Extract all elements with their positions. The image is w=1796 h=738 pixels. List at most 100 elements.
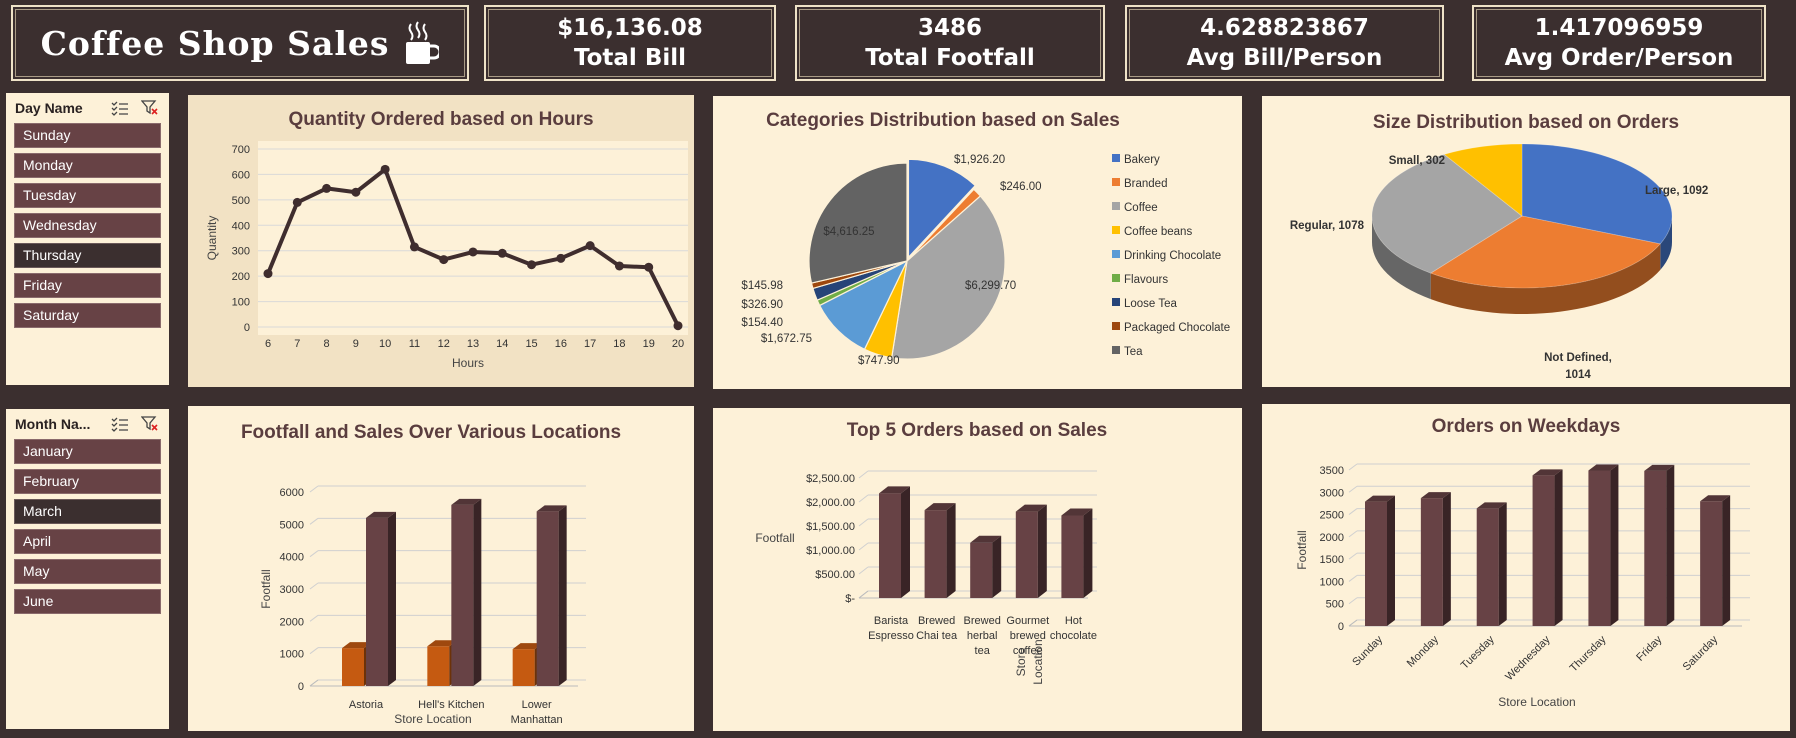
- bar-face: [451, 504, 474, 686]
- gridline: [1348, 530, 1358, 538]
- slicer-item-tuesday[interactable]: Tuesday: [14, 183, 161, 208]
- x-tick-label: 13: [467, 338, 479, 350]
- y-tick-label: 500: [232, 195, 250, 207]
- bar-face: [1061, 508, 1093, 516]
- gridline: [858, 566, 869, 575]
- gridline: [309, 485, 319, 493]
- gridline: [309, 550, 319, 558]
- data-label: Small, 302: [1389, 155, 1445, 167]
- data-label: $246.00: [1000, 181, 1042, 193]
- bar: [1644, 464, 1675, 626]
- sizes-chart-panel: Size Distribution based on Orders Large, …: [1262, 96, 1790, 387]
- slicer-header: Day Name: [6, 93, 169, 123]
- data-label: 1014: [1565, 369, 1591, 381]
- slicer-item-thursday[interactable]: Thursday: [14, 243, 161, 268]
- weekdays-chart-panel: Orders on Weekdays 0 500 1000 1500 2000 2500 30…: [1262, 404, 1790, 731]
- y-axis-label: Quantity: [205, 216, 219, 261]
- slicer-item-february[interactable]: February: [14, 469, 161, 494]
- y-tick-label: 600: [232, 169, 250, 181]
- bar-face: [1644, 470, 1667, 626]
- y-tick-label: $1,500.00: [806, 521, 855, 533]
- slicer-item-monday[interactable]: Monday: [14, 153, 161, 178]
- bar-face: [1554, 469, 1563, 626]
- bar-face: [366, 511, 396, 518]
- data-label: Regular, 1078: [1290, 220, 1365, 232]
- x-tick-label: Saturday: [1681, 633, 1721, 673]
- x-tick-label: Hot chocolate: [1050, 615, 1097, 642]
- gridline: [858, 542, 869, 551]
- top5-chart-panel: Top 5 Orders based on Sales $- $500.00 $1,0…: [713, 408, 1242, 731]
- data-point: [497, 248, 507, 258]
- x-tick-label: 10: [379, 338, 391, 350]
- multi-select-icon[interactable]: [109, 99, 131, 117]
- data-label: $154.40: [741, 317, 783, 329]
- slicer-item-january[interactable]: January: [14, 439, 161, 464]
- data-point: [439, 255, 449, 265]
- hours-line-chart: Quantity Ordered based on Hours 0 100 200 30…: [205, 109, 688, 370]
- slicer-item-sunday[interactable]: Sunday: [14, 123, 161, 148]
- gridline: [1348, 552, 1358, 560]
- slicer-item-june[interactable]: June: [14, 589, 161, 614]
- bar-face: [970, 542, 993, 598]
- y-tick-label: 200: [232, 271, 250, 283]
- bar-face: [388, 511, 396, 686]
- sizes-pie-chart: Size Distribution based on Orders Large, …: [1290, 112, 1708, 381]
- data-label: $747.90: [858, 355, 900, 367]
- gridline: [858, 470, 869, 479]
- axis-line: [309, 679, 319, 687]
- bar-face: [924, 510, 947, 598]
- chart-title: Footfall and Sales Over Various Location…: [241, 422, 621, 443]
- kpi-value: 3486: [917, 15, 982, 41]
- y-tick-label: 3000: [1320, 487, 1344, 499]
- multi-select-icon[interactable]: [109, 415, 131, 433]
- y-tick-label: 3000: [280, 584, 304, 596]
- slicer-item-may[interactable]: May: [14, 559, 161, 584]
- slicer-item-wednesday[interactable]: Wednesday: [14, 213, 161, 238]
- slicer-item-april[interactable]: April: [14, 529, 161, 554]
- y-tick-label: 100: [232, 297, 250, 309]
- y-tick-label: 400: [232, 220, 250, 232]
- x-tick-label: 15: [525, 338, 537, 350]
- slicer-item-march[interactable]: March: [14, 499, 161, 524]
- data-point: [527, 260, 537, 270]
- x-tick-label: 6: [265, 338, 271, 350]
- clear-filter-icon[interactable]: [139, 415, 161, 433]
- bar: [451, 498, 482, 686]
- day-slicer: Day Name Sunday Monday Tuesday Wednesday Thu…: [6, 93, 169, 385]
- data-label: $6,299.70: [965, 280, 1016, 292]
- data-point: [292, 197, 302, 207]
- clear-filter-icon[interactable]: [139, 99, 161, 117]
- y-tick-label: 300: [232, 246, 250, 258]
- bar: [1532, 469, 1563, 626]
- bar-face: [342, 648, 364, 686]
- gridline: [1348, 485, 1358, 493]
- slicer-item-saturday[interactable]: Saturday: [14, 303, 161, 328]
- y-tick-label: 500: [1326, 599, 1344, 611]
- bar-face: [1061, 515, 1084, 598]
- legend-entry: Packaged Chocolate: [1124, 322, 1230, 334]
- bar-face: [1015, 511, 1038, 598]
- gridline: [1348, 597, 1358, 605]
- kpi-label: Avg Bill/Person: [1186, 45, 1383, 71]
- bar-face: [970, 535, 1002, 543]
- bar: [536, 505, 567, 686]
- gridline: [309, 647, 319, 655]
- slicer-item-friday[interactable]: Friday: [14, 273, 161, 298]
- legend-entry: Tea: [1124, 346, 1143, 358]
- bar-face: [1532, 475, 1555, 626]
- pie-slice: [808, 162, 908, 284]
- x-tick-label: Brewed herbal tea: [964, 615, 1001, 657]
- y-tick-label: 1000: [1320, 576, 1344, 588]
- x-tick-label: 18: [613, 338, 625, 350]
- bar-face: [451, 498, 482, 505]
- dashboard-title: Coffee Shop Sales: [40, 23, 390, 63]
- x-tick-label: 20: [672, 338, 684, 350]
- bar-face: [342, 642, 372, 649]
- legend-entry: Bakery: [1124, 154, 1160, 166]
- kpi-avg-bill-person: 4.628823867 Avg Bill/Person: [1125, 5, 1444, 81]
- data-label: Not Defined,: [1544, 352, 1612, 364]
- slicer-title: Month Na...: [15, 416, 91, 432]
- slicer-title: Day Name: [15, 100, 83, 116]
- bar-face: [1588, 470, 1611, 626]
- legend-swatch: [1112, 346, 1120, 354]
